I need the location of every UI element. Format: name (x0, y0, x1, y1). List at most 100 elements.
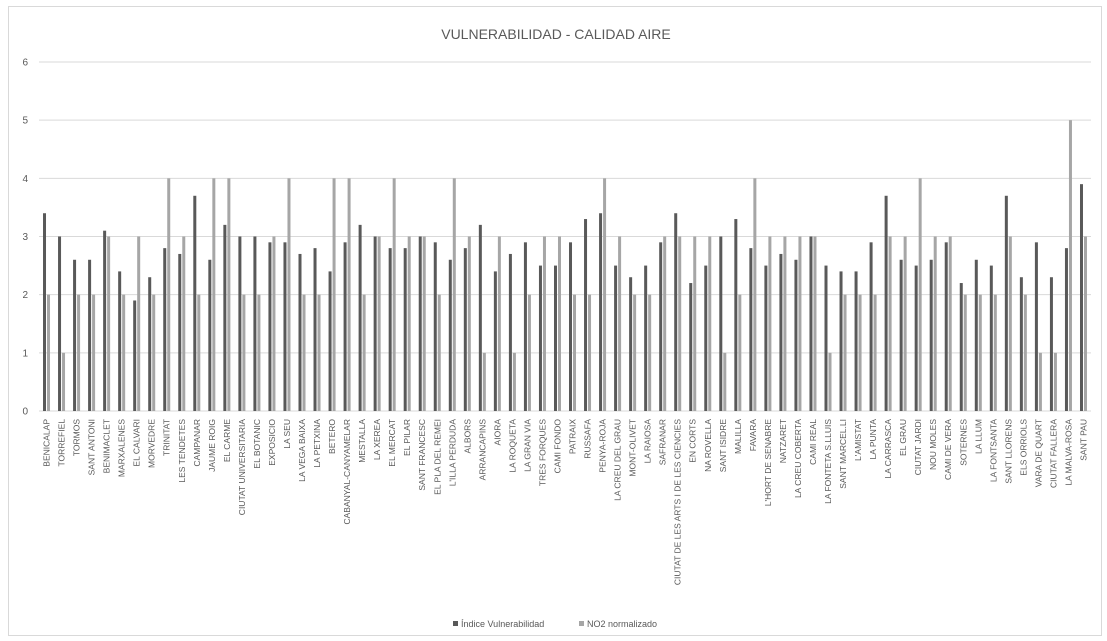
x-category-label: MORVEDRE (147, 419, 157, 468)
bar-vulnerabilidad (1079, 184, 1083, 411)
x-category-label: MARXALENES (117, 419, 127, 477)
x-category-label: PENYA-ROJA (598, 419, 608, 473)
x-category-label: ARRANCAPINS (477, 419, 487, 481)
x-category-label: SOTERNES (958, 419, 968, 466)
bar-no2 (663, 236, 667, 411)
bar-vulnerabilidad (313, 248, 317, 411)
bar-no2 (212, 178, 216, 411)
bar-vulnerabilidad (1004, 195, 1008, 411)
bar-vulnerabilidad (599, 213, 603, 411)
bar-no2 (573, 294, 577, 411)
x-category-label: SANT ANTONI (87, 419, 97, 475)
bar-vulnerabilidad (253, 236, 257, 411)
x-category-label: SAFRANAR (658, 419, 668, 465)
bar-vulnerabilidad (493, 271, 497, 411)
x-category-label: TORREFIEL (57, 419, 67, 467)
bar-no2 (287, 178, 291, 411)
bar-no2 (347, 178, 351, 411)
x-category-label: LA FONTSANTA (988, 419, 998, 482)
x-category-label: LA ROQUETA (507, 419, 517, 473)
x-category-label: JAUME ROIG (207, 419, 217, 472)
bar-vulnerabilidad (674, 213, 678, 411)
x-category-label: SANT PAU (1078, 419, 1088, 461)
bar-no2 (963, 294, 967, 411)
bar-vulnerabilidad (1064, 248, 1068, 411)
bar-vulnerabilidad (824, 265, 828, 411)
bar-vulnerabilidad (358, 224, 362, 411)
x-category-label: ALBORS (462, 419, 472, 454)
bar-no2 (227, 178, 231, 411)
bar-no2 (708, 236, 712, 411)
bar-vulnerabilidad (508, 253, 512, 411)
bar-no2 (993, 294, 997, 411)
bar-no2 (768, 236, 772, 411)
bar-no2 (678, 236, 682, 411)
bar-vulnerabilidad (959, 283, 963, 411)
bar-vulnerabilidad (584, 219, 588, 411)
legend-label-vulnerabilidad: Índice Vulnerabilidad (461, 619, 544, 629)
x-category-label: AIORA (492, 419, 502, 446)
bar-no2 (512, 352, 516, 411)
x-category-label: VARA DE QUART (1033, 419, 1043, 487)
x-category-label: EXPOSICIO (267, 419, 277, 466)
x-category-label: L'AMISTAT (853, 419, 863, 461)
x-category-label: FAVARA (748, 419, 758, 452)
bar-no2 (482, 352, 486, 411)
bar-vulnerabilidad (268, 242, 272, 411)
x-category-label: LA PUNTA (868, 419, 878, 460)
bar-vulnerabilidad (418, 236, 422, 411)
bar-no2 (302, 294, 306, 411)
bar-no2 (738, 294, 742, 411)
bar-no2 (633, 294, 637, 411)
bar-vulnerabilidad (388, 248, 392, 411)
x-category-label: CAMI FONDO (552, 419, 562, 474)
x-category-label: LA MALVA-ROSA (1063, 419, 1073, 486)
bar-no2 (1083, 236, 1087, 411)
bar-no2 (422, 236, 426, 411)
x-category-label: EL CALVARI (132, 419, 142, 467)
x-category-label: EL CARME (222, 419, 232, 462)
x-category-label: CIUTAT UNIVERSITARIA (237, 419, 247, 516)
legend-swatch-no2 (579, 621, 584, 626)
x-category-label: MESTALLA (357, 419, 367, 463)
bar-vulnerabilidad (343, 242, 347, 411)
bar-vulnerabilidad (328, 271, 332, 411)
x-category-label: SANT LLORENS (1003, 419, 1013, 484)
bar-no2 (242, 294, 246, 411)
bar-no2 (437, 294, 441, 411)
bar-no2 (603, 178, 607, 411)
x-category-label: SANT FRANCESC (417, 419, 427, 491)
x-category-label: LA RAIOSA (643, 419, 653, 464)
bar-no2 (753, 178, 757, 411)
x-category-label: LA CREU COBERTA (793, 419, 803, 498)
chart-svg: VULNERABILIDAD - CALIDAD AIRE 0 1 2 3 4 5 6 BE… (22, 26, 1091, 629)
bar-no2 (527, 294, 531, 411)
bar-no2 (47, 294, 51, 411)
bar-vulnerabilidad (929, 259, 933, 411)
bar-vulnerabilidad (839, 271, 843, 411)
bar-vulnerabilidad (779, 253, 783, 411)
x-category-label: MONT-OLIVET (628, 419, 638, 477)
bar-vulnerabilidad (749, 248, 753, 411)
bar-no2 (407, 236, 411, 411)
y-tick-label: 1 (22, 348, 28, 359)
category-labels: BENICALAP TORREFIEL TORMOS SANT ANTONI BENIM… (42, 419, 1089, 586)
bar-no2 (377, 236, 381, 411)
bar-vulnerabilidad (478, 224, 482, 411)
chart-frame: VULNERABILIDAD - CALIDAD AIRE 0 1 2 3 4 5 6 BE… (8, 6, 1102, 636)
bar-vulnerabilidad (719, 236, 723, 411)
bar-vulnerabilidad (884, 195, 888, 411)
bar-vulnerabilidad (298, 253, 302, 411)
bar-vulnerabilidad (283, 242, 287, 411)
bar-vulnerabilidad (614, 265, 618, 411)
bar-vulnerabilidad (734, 219, 738, 411)
bar-vulnerabilidad (809, 236, 813, 411)
bar-vulnerabilidad (854, 271, 858, 411)
bar-vulnerabilidad (163, 248, 167, 411)
x-category-label: TRINITAT (162, 419, 172, 456)
bar-no2 (107, 236, 111, 411)
bar-no2 (92, 294, 96, 411)
x-category-label: LA FONTETA S.LLUIS (823, 419, 833, 504)
x-category-label: LA GRAN VIA (522, 419, 532, 472)
y-tick-label: 3 (22, 232, 28, 243)
